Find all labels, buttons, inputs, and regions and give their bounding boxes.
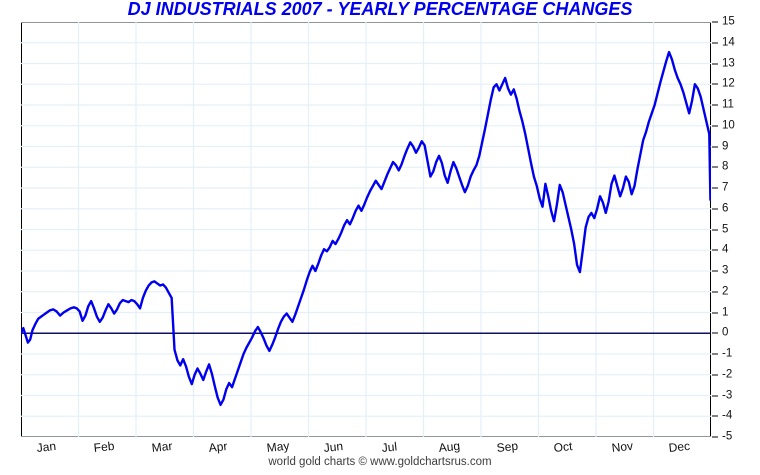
y-tick-mark [712, 166, 718, 168]
y-tick-label: 4 [722, 243, 729, 256]
y-tick-mark [712, 270, 718, 272]
data-line-series [21, 50, 711, 407]
x-tick-label: Sep [495, 438, 519, 455]
x-tick-label: Jan [35, 438, 57, 455]
y-tick-label: 6 [722, 202, 729, 215]
y-tick-label: -1 [722, 347, 733, 360]
y-tick-mark [712, 146, 718, 147]
y-tick-mark [712, 83, 718, 85]
y-tick-mark [712, 63, 718, 64]
x-tick-label: Apr [208, 439, 229, 455]
y-axis: 15 14 13 12 11 10 9 8 7 6 5 4 3 2 1 0 -1 -2 -3 -4 -5 [712, 16, 760, 442]
y-tick-label: 15 [722, 15, 735, 28]
y-tick-mark [712, 249, 718, 251]
footer-credit: world gold charts © www.goldchartsrus.co… [268, 456, 492, 468]
x-tick-label: Jul [380, 439, 398, 455]
y-tick-label: -4 [722, 409, 733, 422]
y-tick-mark [712, 395, 718, 396]
y-tick-mark [712, 187, 718, 189]
y-tick-mark [712, 332, 718, 334]
chart-title: DJ INDUSTRIALS 2007 - YEARLY PERCENTAGE … [127, 0, 633, 19]
y-tick-label: 9 [722, 140, 729, 152]
y-tick-mark [712, 312, 718, 313]
y-tick-label: 0 [722, 326, 729, 339]
y-tick-label: 10 [722, 119, 735, 132]
x-tick-label: Jun [323, 438, 344, 455]
y-tick-mark [712, 291, 718, 293]
x-tick-label: Dec [668, 438, 691, 455]
y-tick-mark [712, 415, 718, 417]
y-tick-label: 5 [722, 223, 729, 235]
y-tick-label: 13 [722, 57, 735, 69]
y-tick-label: 12 [722, 77, 735, 90]
y-tick-mark [712, 21, 718, 23]
y-tick-label: -2 [722, 368, 733, 381]
y-tick-label: 7 [722, 181, 729, 194]
y-tick-mark [712, 436, 718, 438]
y-tick-label: 11 [722, 98, 734, 111]
x-tick-label: Nov [610, 438, 634, 455]
y-tick-label: 1 [722, 306, 729, 318]
y-tick-label: 3 [722, 264, 729, 277]
y-tick-mark [712, 353, 718, 355]
y-tick-label: 8 [722, 160, 729, 173]
x-tick-label: May [265, 438, 290, 455]
y-tick-label: 14 [722, 36, 735, 49]
y-tick-label: -5 [722, 430, 733, 443]
y-tick-label: 2 [722, 285, 729, 298]
y-tick-mark [712, 125, 718, 127]
plot-canvas [21, 22, 711, 437]
y-tick-mark [712, 42, 718, 44]
y-tick-label: -3 [722, 389, 733, 401]
y-tick-mark [712, 374, 718, 376]
x-tick-label: Feb [93, 438, 116, 455]
x-tick-label: Aug [438, 438, 461, 455]
y-tick-mark [712, 229, 718, 230]
x-tick-label: Oct [553, 439, 574, 455]
y-tick-mark [712, 104, 718, 106]
x-tick-label: Mar [150, 438, 173, 455]
y-tick-mark [712, 208, 718, 210]
